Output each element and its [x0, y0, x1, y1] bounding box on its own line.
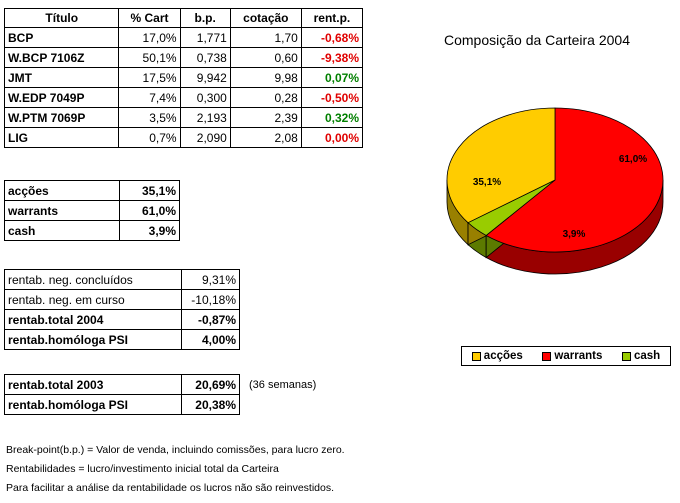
legend-item-warrants: warrants — [542, 350, 602, 362]
chart-legend: acções warrants cash — [461, 346, 671, 366]
row-label: rentab. neg. em curso — [4, 289, 182, 310]
cell-cart: 50,1% — [118, 47, 181, 68]
footer-note-rentabilidades: Rentabilidades = lucro/investimento inic… — [6, 463, 279, 475]
header-bp: b.p. — [179, 8, 231, 28]
cell-titulo: LIG — [3, 127, 120, 148]
row-value: -0,87% — [181, 309, 240, 330]
table-row: rentab.homóloga PSI 4,00% — [4, 329, 240, 350]
row-value: 4,00% — [181, 329, 240, 350]
cell-cotacao: 0,28 — [229, 87, 302, 108]
footer-note-breakpoint: Break-point(b.p.) = Valor de venda, incl… — [6, 444, 345, 456]
header-cotacao: cotação — [229, 8, 302, 28]
row-value: 61,0% — [119, 200, 180, 221]
table-row: rentab.homóloga PSI 20,38% — [4, 394, 240, 415]
legend-swatch-accoes — [471, 351, 481, 361]
pie-label-warrants: 61,0% — [619, 154, 647, 165]
legend-item-accoes: acções — [471, 350, 523, 362]
cell-cart: 17,5% — [118, 67, 181, 88]
cell-cotacao: 1,70 — [229, 27, 302, 48]
row-label: warrants — [4, 200, 120, 221]
cell-titulo: BCP — [3, 27, 120, 48]
row-value: 9,31% — [181, 269, 240, 290]
pie-slice-acções — [446, 107, 556, 224]
header-cart: % Cart — [118, 8, 181, 28]
cell-rent: 0,00% — [300, 127, 364, 148]
cell-bp: 2,193 — [179, 107, 231, 128]
table-row: rentab. neg. em curso -10,18% — [4, 289, 240, 310]
cell-bp: 1,771 — [179, 27, 231, 48]
row-label: acções — [4, 180, 120, 201]
portfolio-table: Título % Cart b.p. cotação rent.p. BCP 17… — [3, 8, 364, 148]
cell-cotacao: 2,39 — [229, 107, 302, 128]
cell-rent: 0,32% — [300, 107, 364, 128]
header-titulo: Título — [3, 8, 120, 28]
legend-item-cash: cash — [621, 350, 661, 362]
table-row: W.EDP 7049P 7,4% 0,300 0,28 -0,50% — [3, 87, 364, 108]
row-value: 20,69% — [181, 374, 240, 395]
table-row: warrants 61,0% — [4, 200, 180, 221]
row-label: rentab.total 2003 — [4, 374, 182, 395]
legend-label-accoes: acções — [483, 350, 523, 362]
header-rent: rent.p. — [300, 8, 364, 28]
pie-label-cash: 3,9% — [563, 229, 586, 240]
table-row: rentab.total 2004 -0,87% — [4, 309, 240, 330]
row-label: rentab.homóloga PSI — [4, 394, 182, 415]
table-row: rentab.total 2003 20,69% — [4, 374, 240, 395]
legend-swatch-warrants — [542, 351, 552, 361]
table-row: cash 3,9% — [4, 220, 180, 241]
cell-cart: 17,0% — [118, 27, 181, 48]
chart-title: Composição da Carteira 2004 — [444, 32, 630, 48]
pie-slice-warrants — [485, 107, 664, 253]
row-value: 3,9% — [119, 220, 180, 241]
weeks-note: (36 semanas) — [249, 379, 317, 391]
row-value: 20,38% — [181, 394, 240, 415]
pie-label-acções: 35,1% — [473, 177, 501, 188]
cell-rent: -9,38% — [300, 47, 364, 68]
table-row: W.BCP 7106Z 50,1% 0,738 0,60 -9,38% — [3, 47, 364, 68]
cell-bp: 0,300 — [179, 87, 231, 108]
cell-rent: -0,68% — [300, 27, 364, 48]
cell-cotacao: 9,98 — [229, 67, 302, 88]
cell-bp: 9,942 — [179, 67, 231, 88]
returns-table: rentab. neg. concluídos 9,31% rentab. neg.… — [4, 269, 240, 350]
cell-cotacao: 0,60 — [229, 47, 302, 68]
cell-titulo: JMT — [3, 67, 120, 88]
table-row: LIG 0,7% 2,090 2,08 0,00% — [3, 127, 364, 148]
legend-swatch-cash — [621, 351, 631, 361]
portfolio-header-row: Título % Cart b.p. cotação rent.p. — [3, 8, 364, 28]
legend-label-warrants: warrants — [554, 350, 603, 362]
table-row: W.PTM 7069P 3,5% 2,193 2,39 0,32% — [3, 107, 364, 128]
table-row: BCP 17,0% 1,771 1,70 -0,68% — [3, 27, 364, 48]
row-label: rentab.homóloga PSI — [4, 329, 182, 350]
table-row: acções 35,1% — [4, 180, 180, 201]
cell-cart: 3,5% — [118, 107, 181, 128]
cell-bp: 2,090 — [179, 127, 231, 148]
cell-titulo: W.PTM 7069P — [3, 107, 120, 128]
footer-notes: Break-point(b.p.) = Valor de venda, incl… — [6, 441, 345, 498]
cell-cart: 7,4% — [118, 87, 181, 108]
table-row: rentab. neg. concluídos 9,31% — [4, 269, 240, 290]
history-table: rentab.total 2003 20,69% rentab.homóloga P… — [4, 374, 240, 415]
cell-bp: 0,738 — [179, 47, 231, 68]
table-row: JMT 17,5% 9,942 9,98 0,07% — [3, 67, 364, 88]
pie-chart: 61,0% 3,9% 35,1% — [446, 107, 664, 275]
allocation-table: acções 35,1% warrants 61,0% cash 3,9% — [4, 180, 180, 241]
cell-cotacao: 2,08 — [229, 127, 302, 148]
cell-rent: -0,50% — [300, 87, 364, 108]
row-label: rentab.total 2004 — [4, 309, 182, 330]
footer-note-reinvest: Para facilitar a análise da rentabilidad… — [6, 482, 335, 494]
row-label: rentab. neg. concluídos — [4, 269, 182, 290]
cell-titulo: W.BCP 7106Z — [3, 47, 120, 68]
legend-label-cash: cash — [633, 350, 661, 362]
cell-titulo: W.EDP 7049P — [3, 87, 120, 108]
cell-cart: 0,7% — [118, 127, 181, 148]
row-value: 35,1% — [119, 180, 180, 201]
cell-rent: 0,07% — [300, 67, 364, 88]
row-label: cash — [4, 220, 120, 241]
row-value: -10,18% — [181, 289, 240, 310]
